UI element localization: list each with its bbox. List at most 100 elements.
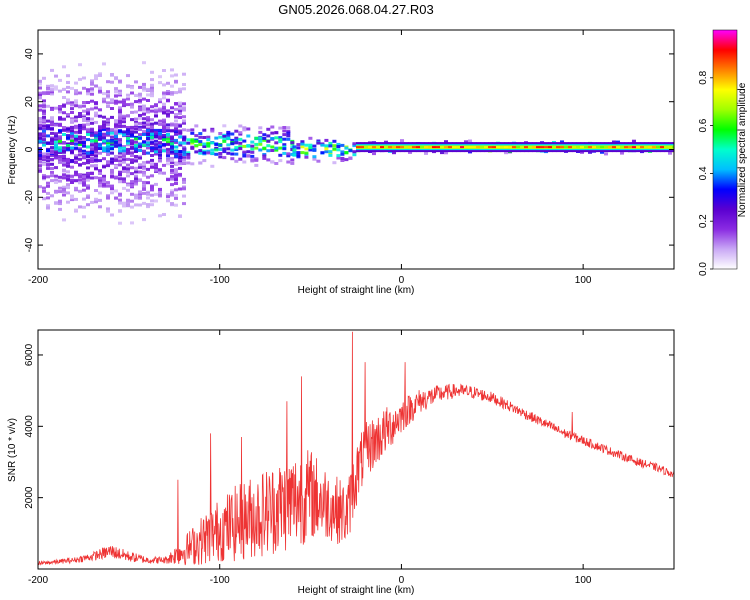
spectrogram-cell [166, 142, 170, 146]
spectrogram-cell [174, 178, 178, 182]
spectrogram-cell [110, 175, 114, 179]
spectrogram-cell [126, 170, 130, 173]
spectrogram-band-cell [576, 146, 581, 149]
spectrogram-cell [316, 139, 321, 143]
spectrogram-band-cell [432, 146, 437, 149]
spectrogram-cell [150, 109, 154, 113]
spectrogram-cell [202, 149, 207, 153]
spectrogram-cell [134, 140, 138, 144]
spectrogram-cell [114, 154, 118, 158]
spectrogram-cell [74, 146, 78, 150]
spectrogram-cell [154, 150, 158, 154]
spectrogram-cell [118, 120, 122, 124]
spectrogram-cell [98, 179, 102, 183]
spectrogram-cell [142, 218, 146, 222]
spectrogram-cell [42, 119, 46, 123]
snr-series-line [38, 331, 674, 566]
spectrogram-cell [54, 74, 58, 78]
spectrogram-cell [126, 93, 130, 97]
spectrogram-cell [122, 101, 126, 105]
spectrogram-cell [54, 152, 58, 155]
spectrogram-band-cell [436, 146, 441, 149]
spectrogram-cell [62, 87, 66, 91]
spectrogram-cell [58, 110, 62, 114]
spectrogram-band-cell [364, 146, 369, 149]
spectrogram-cell [126, 183, 130, 187]
spectrogram-cell [162, 171, 166, 175]
spectrogram-cell [166, 199, 170, 203]
spectrogram-cell [270, 160, 275, 164]
spectrogram-cell [90, 158, 94, 162]
spectrogram-cell [130, 172, 134, 176]
spectrogram-cell [122, 201, 126, 205]
spectrogram-cell [286, 152, 291, 156]
spectrogram-cell [174, 203, 178, 207]
spectrogram-cell [110, 107, 114, 110]
spectrogram-cell [102, 182, 106, 186]
spectrogram-cell [580, 150, 584, 154]
spectrogram-cell [98, 137, 102, 141]
spectrogram-cell [74, 89, 78, 93]
spectrogram-cell [182, 158, 186, 162]
spectrogram-cell [86, 145, 90, 149]
spectrogram-cell [226, 151, 231, 155]
spectrogram-cell [90, 143, 94, 147]
spectrogram-cell [78, 173, 82, 177]
spectrogram-cell [158, 214, 162, 218]
spectrogram-cell [134, 122, 138, 126]
spectrogram-cell [344, 146, 349, 150]
spectrogram-cell [82, 161, 86, 165]
spectrogram-band-cell [500, 146, 505, 149]
spectrogram-cell [138, 85, 142, 89]
spectrogram-cell [62, 176, 66, 180]
spectrogram-cell [46, 141, 50, 145]
spectrogram-cell [238, 145, 243, 149]
spectrogram-cell [274, 131, 279, 135]
spectrogram-cell [102, 179, 106, 183]
spectrogram-cell [464, 140, 468, 144]
spectrogram-cell [182, 119, 186, 123]
spectrogram-cell [118, 117, 122, 121]
spectrogram-cell [98, 205, 102, 209]
spectrogram-band-cell [592, 146, 597, 149]
spectrogram-cell [154, 199, 158, 203]
spectrogram-cell [78, 126, 82, 130]
spectrogram-cell [46, 153, 50, 157]
spectrogram-cell [290, 158, 295, 162]
spectrogram-cell [158, 75, 162, 79]
spectrogram-cell [58, 146, 62, 150]
spectrogram-cell [182, 156, 186, 160]
spectrogram-cell [336, 148, 341, 152]
spectrogram-band-cell [416, 146, 421, 149]
spectrogram-band-cell [632, 146, 637, 149]
spectrogram-cell [178, 187, 182, 191]
spectrogram-xtick-label: 100 [575, 275, 592, 286]
spectrogram-cell [146, 181, 150, 185]
spectrogram-cell [282, 145, 287, 149]
spectrogram-cell [62, 133, 66, 136]
spectrogram-cell [66, 129, 70, 133]
spectrogram-cell [210, 129, 215, 133]
spectrogram-cell [118, 192, 122, 196]
spectrogram-cell [468, 139, 472, 143]
spectrogram-cell [130, 158, 134, 162]
spectrogram-cell [274, 136, 279, 140]
spectrogram-cell [106, 139, 110, 143]
spectrogram-cell [278, 153, 283, 157]
spectrogram-cell [352, 144, 357, 148]
spectrogram-cell [150, 78, 154, 82]
spectrogram-cell [38, 96, 42, 99]
spectrogram-cell [42, 176, 46, 180]
spectrogram-cell [308, 136, 313, 140]
spectrogram-cell [70, 196, 74, 200]
spectrogram-cell [38, 86, 42, 90]
spectrogram-cell [250, 140, 255, 144]
spectrogram-cell [170, 123, 174, 127]
spectrogram-cell [114, 87, 118, 91]
spectrogram-cell [90, 130, 94, 134]
spectrogram-cell [170, 68, 174, 72]
spectrogram-cell [336, 145, 341, 149]
spectrogram-cell [106, 117, 110, 121]
spectrogram-cell [138, 133, 142, 137]
spectrogram-cell [158, 145, 162, 149]
